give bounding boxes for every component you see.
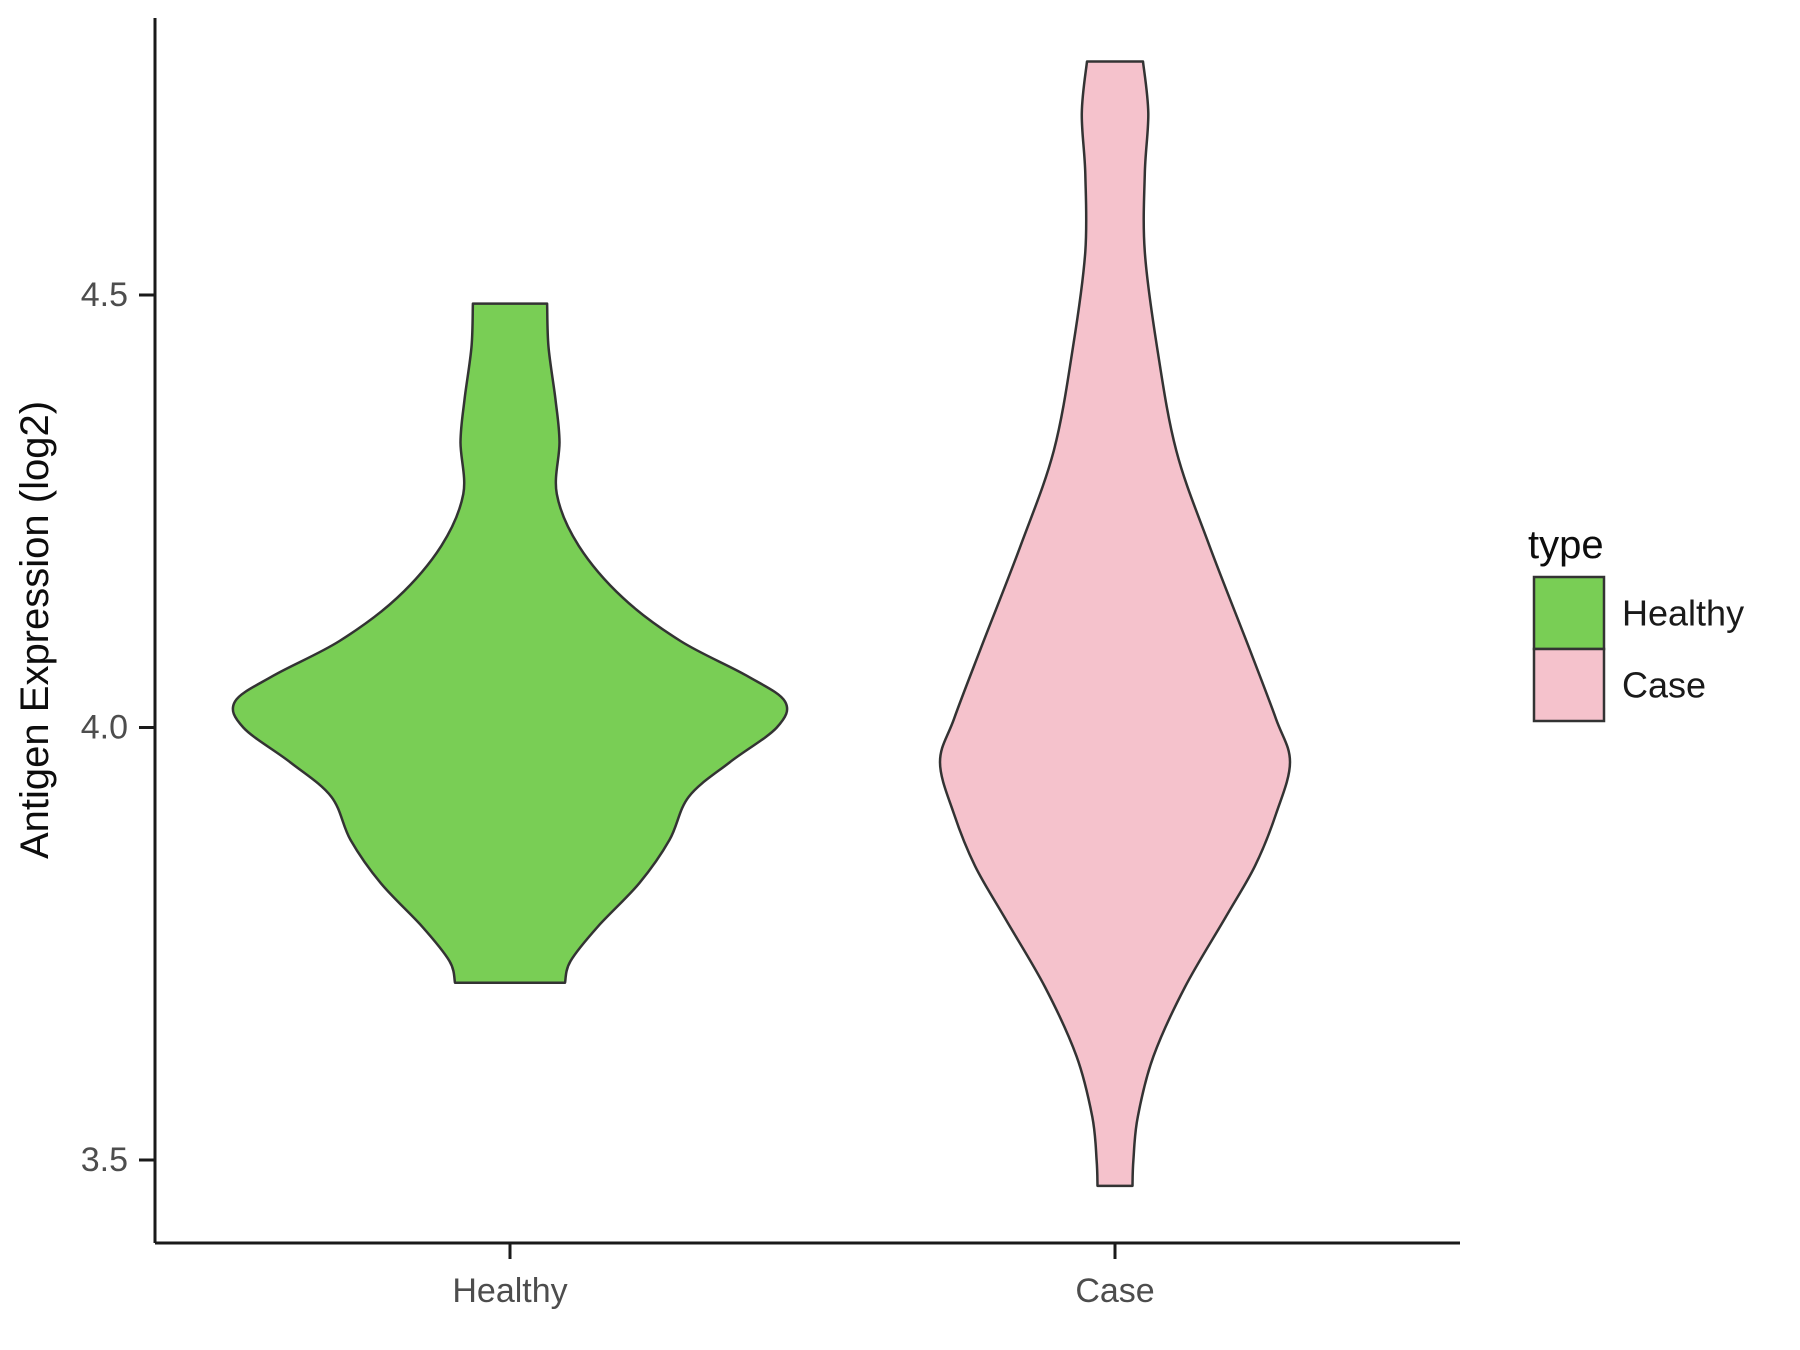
legend-title: type xyxy=(1528,523,1604,567)
legend-key-healthy xyxy=(1532,575,1606,651)
violin-case xyxy=(938,60,1292,1188)
x-tick-label-case: Case xyxy=(1075,1272,1154,1310)
legend: type Healthy Case xyxy=(1528,523,1744,723)
violin-healthy xyxy=(231,302,789,984)
y-axis-title: Antigen Expression (log2) xyxy=(13,401,57,859)
x-tick-label-healthy: Healthy xyxy=(452,1272,567,1310)
legend-label-case: Case xyxy=(1622,665,1706,706)
y-tick-label-3-5: 3.5 xyxy=(81,1141,128,1179)
violin-layer xyxy=(231,60,1292,1188)
legend-label-healthy: Healthy xyxy=(1622,593,1744,634)
y-tick-label-4-0: 4.0 xyxy=(81,709,128,747)
y-tick-label-4-5: 4.5 xyxy=(81,276,128,314)
legend-key-case xyxy=(1532,647,1606,723)
